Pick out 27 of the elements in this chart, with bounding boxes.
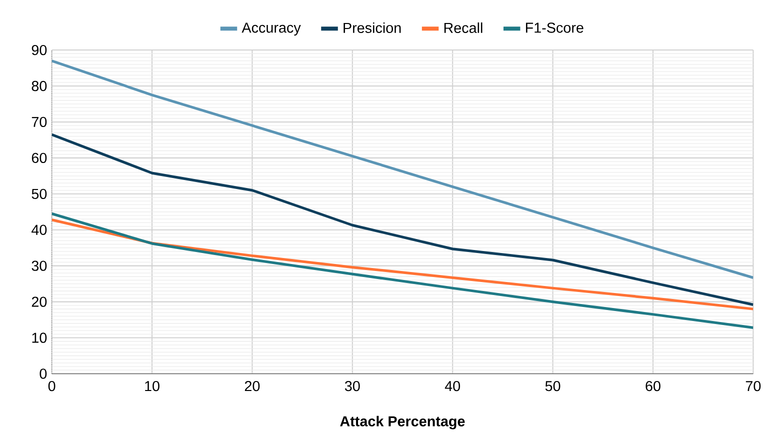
y-tick-label: 50 (32, 188, 47, 199)
y-tick-label: 80 (32, 80, 47, 91)
line-series (52, 59, 754, 279)
legend-label: Accuracy (242, 22, 301, 36)
line-series (52, 218, 754, 310)
y-tick-label: 60 (32, 152, 47, 163)
x-tick-label: 0 (48, 380, 56, 391)
x-tick-label: 40 (444, 380, 460, 391)
x-tick-label: 70 (746, 380, 761, 391)
y-tick-label: 40 (32, 224, 47, 235)
x-tick-label: 60 (646, 380, 660, 391)
line-series (52, 212, 754, 329)
legend-label: Recall (444, 22, 482, 33)
x-tick-label: 50 (545, 380, 560, 391)
line-series (52, 133, 754, 306)
y-tick-label: 10 (32, 332, 47, 343)
x-tick-label: 10 (145, 380, 160, 391)
x-axis-title: Attack Percentage (340, 416, 465, 430)
y-tick-label: 20 (32, 296, 47, 307)
legend-label: F1-Score (526, 22, 584, 33)
x-tick-label: 20 (244, 380, 260, 391)
y-tick-label: 90 (32, 44, 47, 55)
y-tick-label: 30 (32, 260, 47, 271)
y-tick-label: 0 (40, 368, 47, 379)
legend-label: Presicion (344, 22, 401, 33)
x-tick-label: 30 (344, 380, 360, 391)
y-tick-label: 70 (32, 116, 47, 127)
